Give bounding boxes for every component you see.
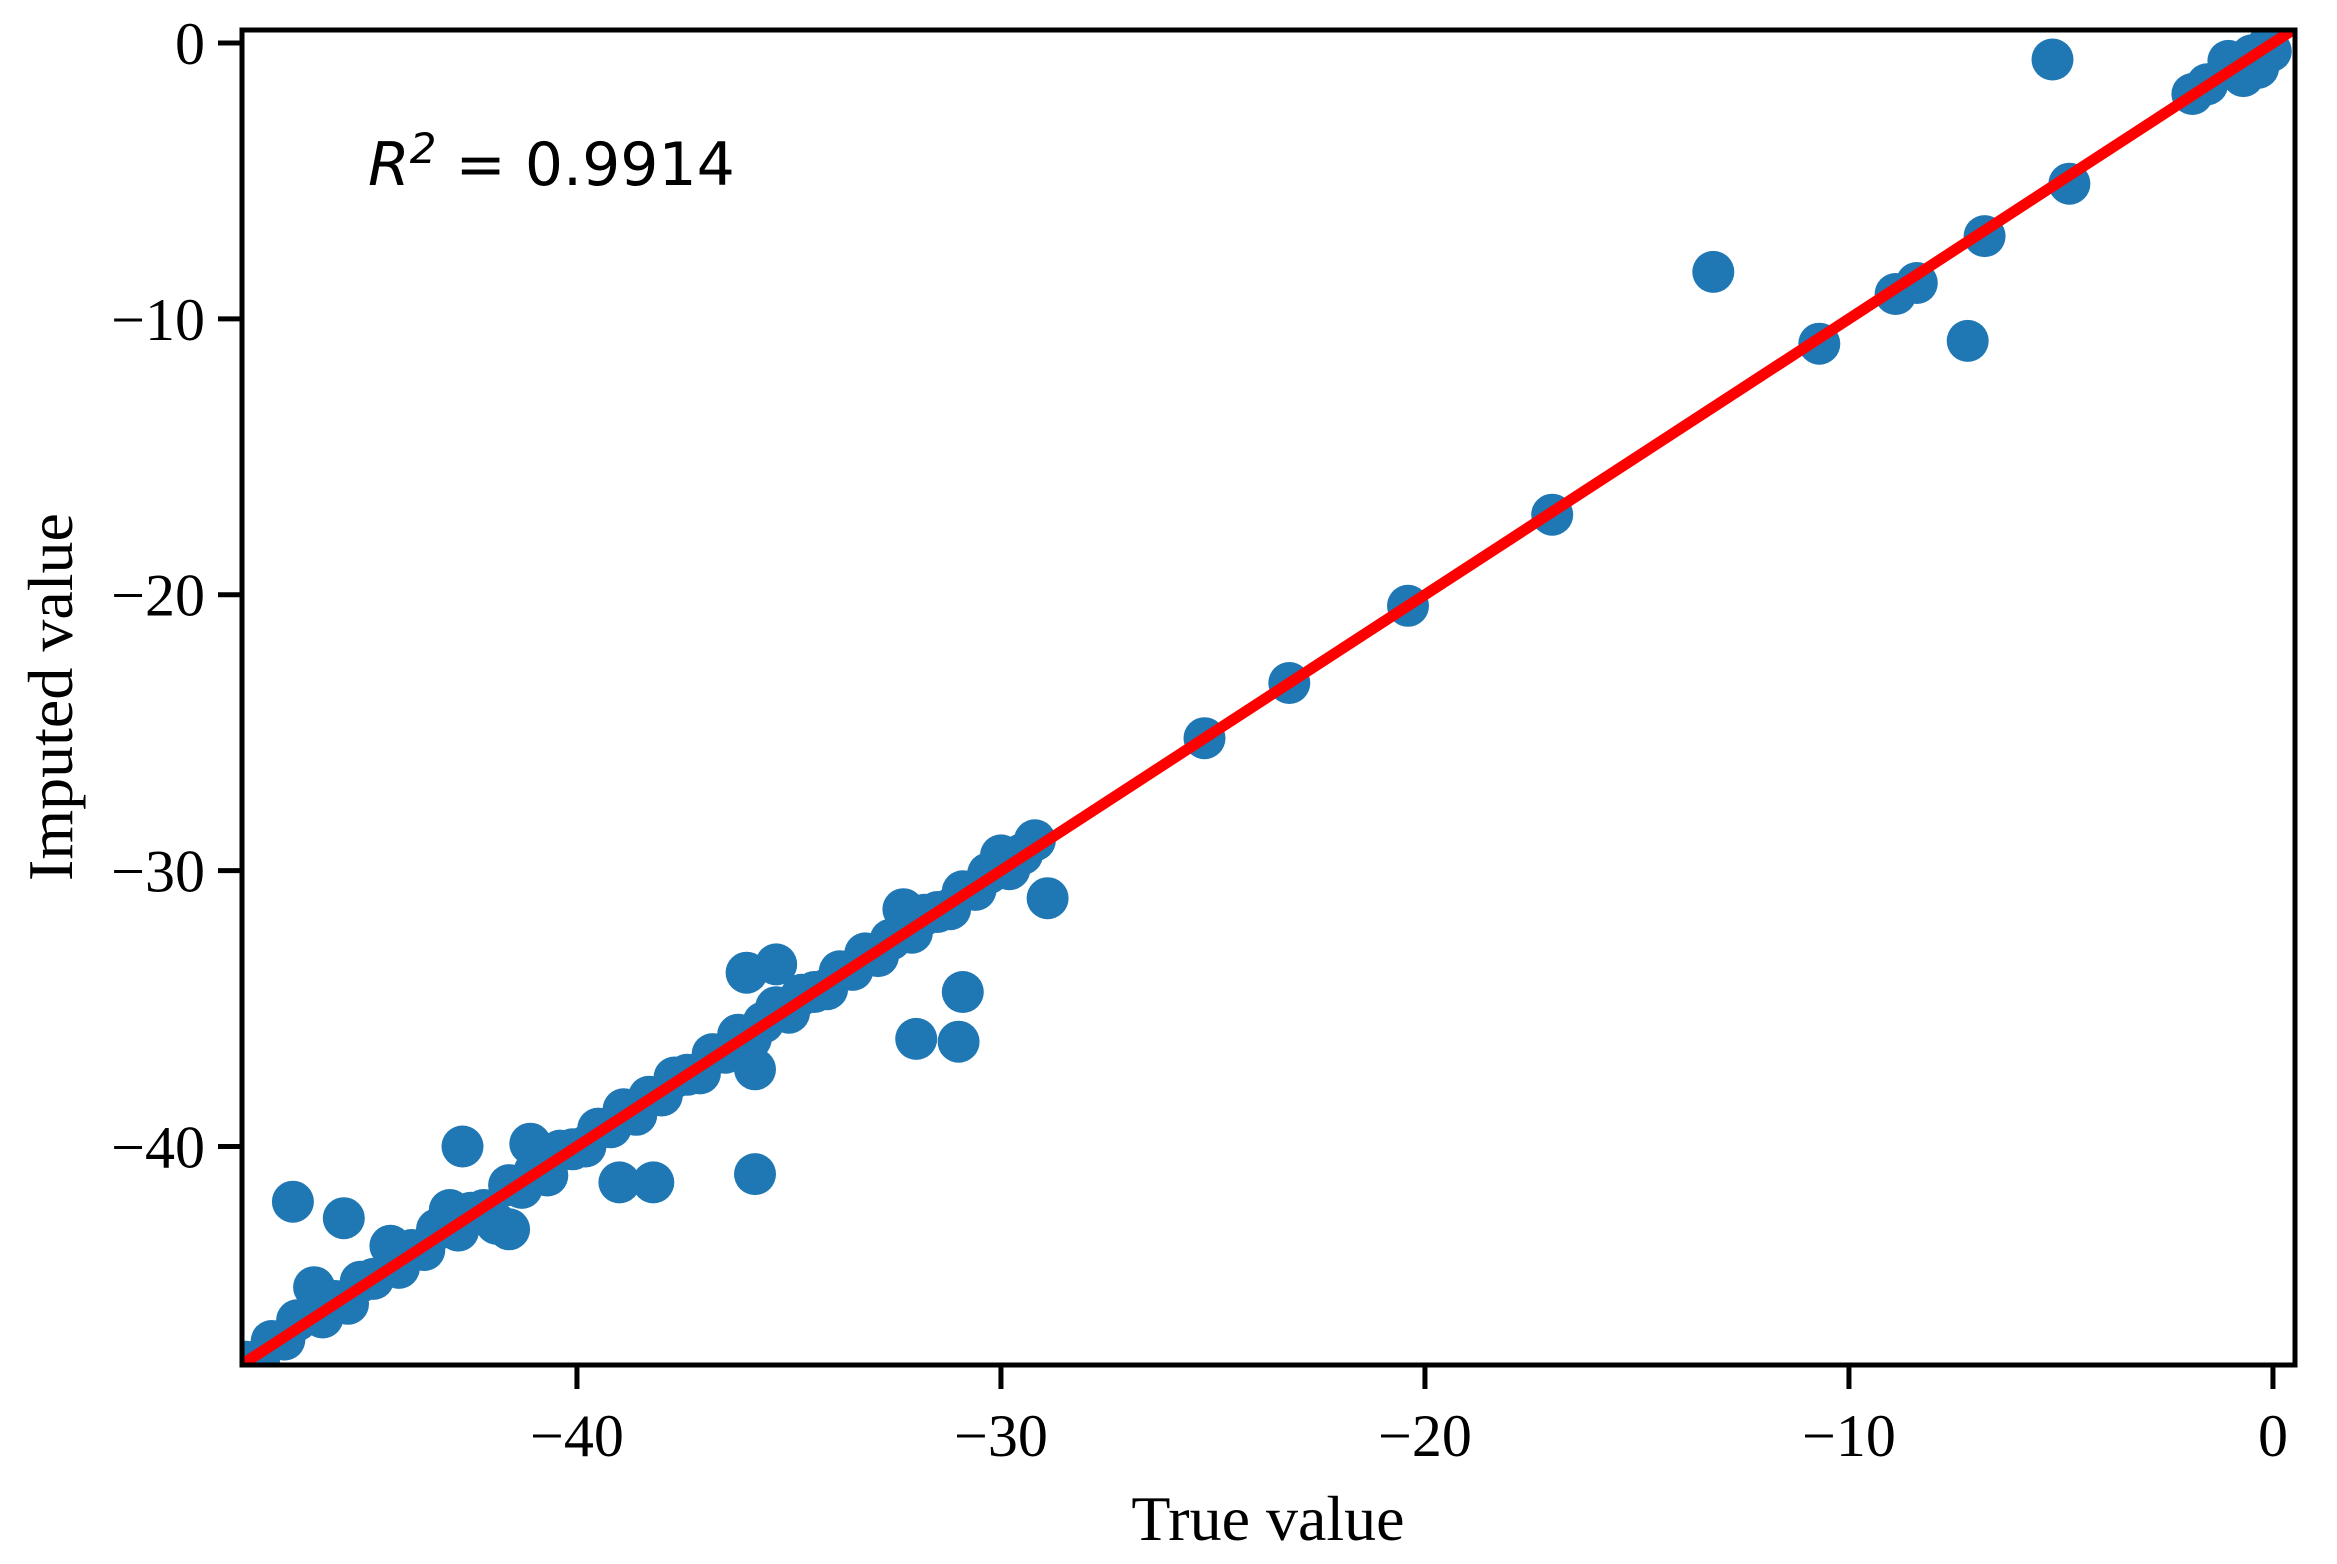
data-point (632, 1161, 675, 1204)
data-point (441, 1125, 484, 1168)
data-point (895, 1017, 938, 1060)
x-tick-label: −40 (530, 1403, 624, 1469)
plot-border (239, 27, 2298, 1368)
data-point (488, 1208, 531, 1251)
data-point (734, 1153, 776, 1196)
r-squared-annotation: R2 = 0.9914 (368, 124, 735, 200)
y-tick-label: 0 (175, 11, 205, 77)
data-point (509, 1122, 552, 1165)
data-point (271, 1180, 314, 1223)
data-point (598, 1161, 641, 1204)
x-tick-label: −20 (1378, 1403, 1472, 1469)
y-tick-label: −40 (111, 1115, 205, 1181)
data-point (941, 971, 984, 1013)
r-squared-superscript: 2 (410, 124, 437, 173)
y-tick-label: −30 (111, 839, 205, 905)
y-ticks-layer: 0 −10 −20 −30 −40 (111, 11, 240, 1181)
data-point (1946, 319, 1989, 362)
y-tick-label: −10 (111, 287, 205, 353)
identity-line (242, 30, 2295, 1365)
data-point (734, 1048, 776, 1091)
data-point (2031, 38, 2074, 81)
x-tick-label: −30 (954, 1403, 1048, 1469)
data-point (1692, 250, 1735, 293)
y-axis-label: Imputed value (15, 513, 86, 881)
x-ticks-layer: −40 −30 −20 −10 0 (530, 1367, 2288, 1469)
data-point (937, 1020, 980, 1063)
r-squared-base: R (368, 130, 410, 200)
data-point (755, 943, 798, 986)
data-point (1026, 877, 1069, 920)
data-point (322, 1197, 365, 1240)
identity-line-layer (242, 30, 2295, 1365)
x-tick-label: 0 (2258, 1403, 2288, 1469)
y-tick-label: −20 (111, 563, 205, 629)
x-axis-label: True value (1131, 1483, 1404, 1554)
r-squared-value: = 0.9914 (436, 130, 734, 200)
x-tick-label: −10 (1802, 1403, 1896, 1469)
